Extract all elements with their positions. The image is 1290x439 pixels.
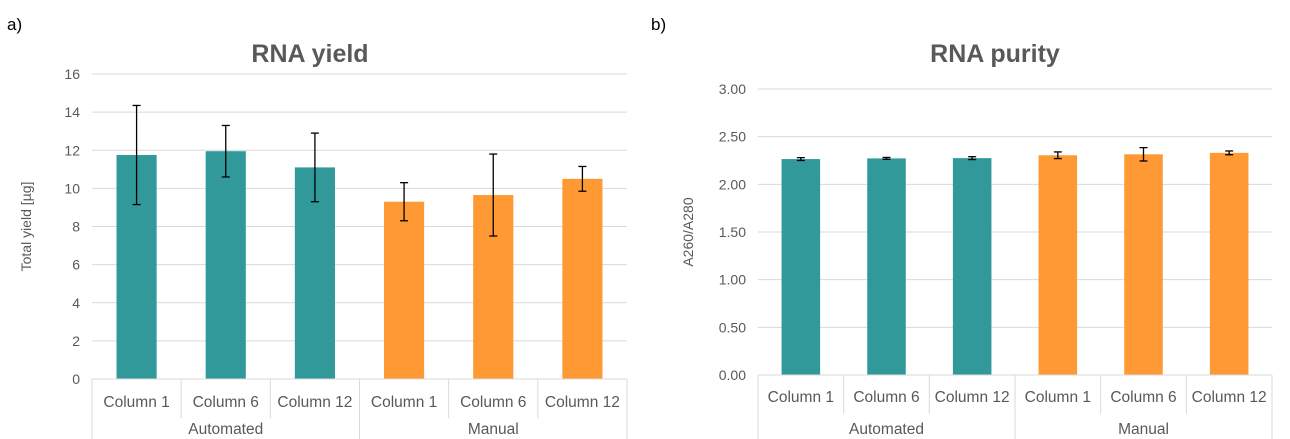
yield-y-tick-label: 12 [64, 142, 80, 158]
purity-y-tick-label: 3.00 [719, 81, 746, 97]
yield-chart-title: RNA yield [251, 40, 368, 68]
rna-purity-chart: RNA purity 0.00 0.50 1.00 1.50 2.00 2.50 3.00 A2… [680, 40, 1273, 439]
purity-category-label: Column 6 [853, 389, 919, 406]
purity-bar [867, 158, 906, 375]
yield-category-label: Column 6 [460, 394, 526, 411]
yield-category-label: Column 12 [545, 394, 620, 411]
purity-bar [781, 159, 821, 375]
purity-group-label: Manual [1118, 421, 1169, 438]
yield-y-tick-label: 14 [64, 104, 80, 120]
yield-y-tick-label: 0 [72, 371, 80, 387]
purity-y-tick-label: 2.50 [719, 129, 746, 145]
purity-category-label: Column 6 [1110, 389, 1176, 406]
yield-y-tick-label: 2 [72, 333, 80, 349]
yield-category-label: Column 1 [371, 394, 437, 411]
purity-bar [1124, 154, 1163, 375]
yield-category-label: Column 12 [277, 394, 352, 411]
purity-category-label: Column 1 [768, 389, 834, 406]
yield-category-label: Column 1 [103, 394, 169, 411]
yield-bar [205, 151, 246, 379]
purity-chart-title: RNA purity [930, 40, 1060, 68]
purity-category-label: Column 1 [1025, 389, 1091, 406]
purity-bar [1038, 155, 1078, 375]
purity-y-axis-title: A260/A280 [680, 197, 696, 266]
yield-bar [384, 201, 425, 379]
yield-y-tick-label: 16 [64, 66, 80, 82]
yield-y-tick-label: 4 [72, 295, 80, 311]
panel-label-b: b) [651, 15, 666, 34]
yield-group-label: Manual [468, 421, 519, 438]
purity-bar [1209, 152, 1249, 375]
yield-y-tick-label: 10 [64, 180, 80, 196]
purity-y-tick-label: 0.50 [719, 319, 746, 335]
purity-bar [952, 158, 992, 375]
purity-y-tick-label: 1.00 [719, 272, 746, 288]
purity-y-tick-label: 0.00 [719, 367, 746, 383]
purity-group-label: Automated [849, 421, 924, 438]
yield-y-tick-label: 6 [72, 257, 80, 273]
yield-y-tick-label: 8 [72, 219, 80, 235]
purity-y-tick-label: 2.00 [719, 176, 746, 192]
yield-category-label: Column 6 [193, 394, 259, 411]
purity-category-label: Column 12 [1192, 389, 1267, 406]
purity-category-label: Column 12 [935, 389, 1010, 406]
panel-label-a: a) [7, 15, 22, 34]
yield-y-axis-title: Total yield [µg] [18, 182, 34, 272]
purity-y-tick-label: 1.50 [719, 224, 746, 240]
yield-bar [294, 167, 335, 379]
yield-bar [562, 178, 603, 379]
yield-group-label: Automated [188, 421, 263, 438]
rna-yield-chart: RNA yield 0 2 4 6 8 10 12 14 16 Total yield [µg] Co… [18, 40, 628, 439]
